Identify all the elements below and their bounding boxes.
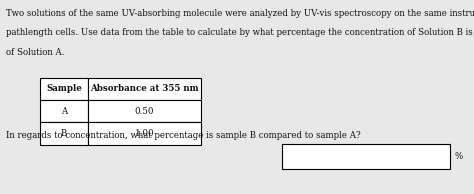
Bar xyxy=(40,122,88,145)
Text: %: % xyxy=(454,152,462,161)
Text: 1.00: 1.00 xyxy=(135,129,155,138)
Text: of Solution A.: of Solution A. xyxy=(6,48,64,56)
Text: Two solutions of the same UV-absorbing molecule were analyzed by UV-vis spectros: Two solutions of the same UV-absorbing m… xyxy=(6,9,474,18)
Bar xyxy=(88,122,201,145)
Bar xyxy=(88,78,201,100)
Text: A: A xyxy=(61,107,67,116)
Bar xyxy=(282,144,450,169)
Bar xyxy=(88,100,201,122)
Bar xyxy=(40,100,88,122)
Bar xyxy=(40,78,88,100)
Text: pathlength cells. Use data from the table to calculate by what percentage the co: pathlength cells. Use data from the tabl… xyxy=(6,28,474,37)
Text: Sample: Sample xyxy=(46,84,82,93)
Text: B: B xyxy=(61,129,67,138)
Text: 0.50: 0.50 xyxy=(135,107,155,116)
Text: In regards to concentration, what percentage is sample B compared to sample A?: In regards to concentration, what percen… xyxy=(6,131,360,140)
Text: Absorbance at 355 nm: Absorbance at 355 nm xyxy=(90,84,199,93)
